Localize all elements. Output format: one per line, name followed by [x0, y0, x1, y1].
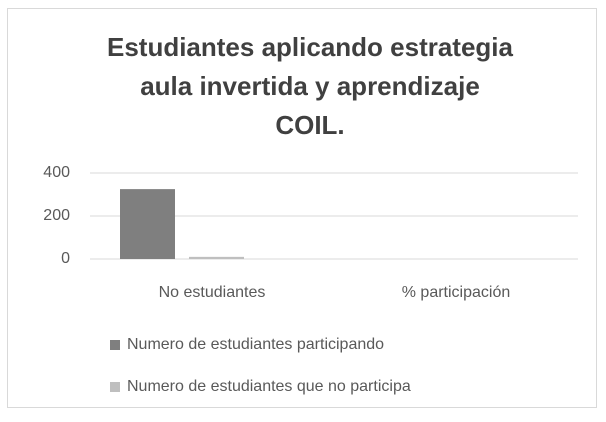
- bar: [120, 189, 175, 259]
- x-tick-label: % participación: [402, 284, 511, 301]
- y-tick-label: 400: [43, 164, 70, 181]
- chart-title: Estudiantes aplicando estrategia aula in…: [106, 32, 513, 140]
- legend-swatch: [110, 340, 120, 350]
- legend-label: Numero de estudiantes que no participa: [127, 378, 411, 395]
- y-tick-label: 200: [43, 207, 70, 224]
- x-tick-label: No estudiantes: [159, 284, 266, 301]
- y-tick-label: 0: [61, 250, 70, 267]
- chart-frame: [7, 8, 597, 408]
- legend-swatch: [110, 382, 120, 392]
- legend-label: Numero de estudiantes participando: [127, 336, 384, 353]
- bar: [189, 256, 244, 259]
